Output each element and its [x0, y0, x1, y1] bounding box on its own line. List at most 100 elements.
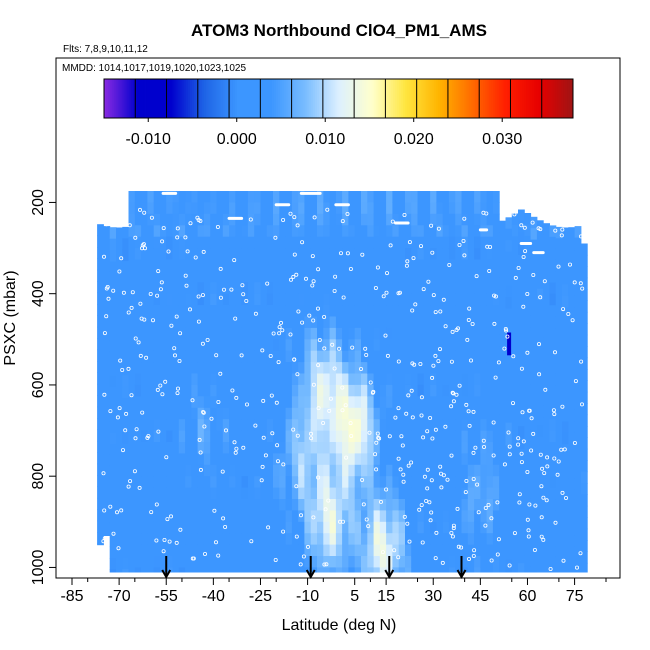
heatmap-cell: [549, 305, 557, 318]
heatmap-cell: [367, 259, 375, 272]
heatmap-cell: [455, 316, 462, 329]
heatmap-cell: [222, 225, 230, 238]
heatmap-cell: [499, 277, 506, 290]
observation-point: [340, 385, 345, 390]
heatmap-cell: [310, 191, 318, 203]
heatmap-cell: [310, 350, 318, 363]
heatmap-cell: [323, 453, 331, 466]
observation-point: [183, 273, 188, 278]
heatmap-cell: [411, 213, 418, 226]
heatmap-cell: [141, 430, 148, 443]
heatmap-cell: [285, 305, 293, 317]
heatmap-cell: [417, 259, 425, 272]
observation-point: [457, 242, 462, 247]
heatmap-cell: [392, 293, 400, 306]
heatmap-cell: [492, 510, 500, 523]
observation-point: [164, 455, 169, 460]
heatmap-cell: [423, 430, 431, 443]
heatmap-cell: [474, 327, 481, 340]
heatmap-cell: [260, 544, 268, 557]
heatmap-cell: [354, 407, 362, 420]
heatmap-cell: [222, 248, 230, 260]
heatmap-cell: [134, 327, 142, 340]
colorbar-swatch: [426, 79, 429, 118]
heatmap-cell: [430, 521, 437, 534]
heatmap-cell: [109, 512, 117, 525]
colorbar-swatch: [371, 79, 375, 118]
heatmap-cell: [304, 384, 312, 397]
heatmap-cell: [298, 191, 305, 203]
heatmap-cell: [492, 442, 500, 454]
heatmap-cell: [103, 363, 111, 375]
heatmap-cell: [511, 327, 519, 340]
heatmap-cell: [178, 373, 186, 386]
heatmap-cell: [442, 293, 450, 306]
colorbar-swatch: [547, 79, 550, 118]
heatmap-cell: [379, 350, 387, 363]
heatmap-cell: [354, 521, 362, 534]
heatmap-cell: [580, 266, 588, 279]
heatmap-cell: [279, 544, 287, 557]
heatmap-cell: [436, 191, 444, 203]
colorbar-swatch: [414, 79, 418, 118]
heatmap-cell: [153, 442, 161, 454]
heatmap-cell: [97, 235, 104, 248]
heatmap-cell: [222, 464, 230, 477]
heatmap-cell: [178, 521, 186, 534]
heatmap-cell: [524, 270, 532, 282]
heatmap-cell: [134, 567, 142, 573]
observation-point: [175, 235, 180, 240]
heatmap-cell: [430, 202, 437, 215]
heatmap-cell: [203, 248, 211, 260]
heatmap-cell: [348, 373, 356, 386]
heatmap-cell: [467, 442, 475, 454]
flights-label: Flts: 7,8,9,10,11,12: [63, 44, 148, 55]
heatmap-cell: [392, 202, 400, 215]
heatmap-cell: [555, 557, 563, 570]
heatmap-cell: [442, 464, 450, 477]
heatmap-cell: [310, 544, 318, 557]
heatmap-cell: [348, 282, 356, 295]
heatmap-cell: [279, 499, 287, 511]
x-axis-label: Latitude (deg N): [282, 617, 397, 634]
observation-point: [418, 244, 423, 249]
colorbar-swatch: [565, 79, 568, 118]
heatmap-cell: [147, 259, 155, 272]
heatmap-cell: [197, 430, 205, 443]
heatmap-cell: [203, 293, 211, 306]
observation-point: [142, 210, 147, 215]
observation-point: [155, 293, 160, 298]
heatmap-cell: [235, 499, 243, 511]
heatmap-cell: [273, 213, 280, 226]
heatmap-cell: [492, 202, 500, 215]
heatmap-cell: [298, 384, 305, 397]
colorbar-swatch: [199, 79, 203, 118]
heatmap-cell: [335, 259, 343, 272]
heatmap-cell: [172, 442, 180, 454]
observation-point: [373, 285, 378, 290]
heatmap-cell: [103, 477, 111, 489]
heatmap-cell: [467, 407, 475, 420]
heatmap-cell: [555, 398, 563, 410]
heatmap-cell: [568, 512, 576, 525]
heatmap-cell: [423, 384, 431, 397]
heatmap-cell: [549, 362, 557, 375]
heatmap-cell: [505, 456, 513, 469]
heatmap-cell: [480, 373, 488, 386]
heatmap-cell: [266, 521, 274, 534]
heatmap-cell: [555, 512, 563, 524]
heatmap-cell: [367, 248, 375, 260]
heatmap-cell: [203, 533, 211, 546]
heatmap-cell: [511, 236, 519, 249]
observation-point: [493, 375, 498, 380]
heatmap-cell: [197, 202, 205, 215]
heatmap-cell: [172, 225, 180, 238]
heatmap-cell: [574, 340, 582, 353]
heatmap-cell: [254, 396, 261, 409]
heatmap-cell: [178, 476, 186, 489]
heatmap-cell: [398, 327, 406, 340]
heatmap-cell: [109, 318, 117, 331]
heatmap-cell: [379, 419, 387, 432]
observation-point: [102, 331, 107, 336]
heatmap-cell: [285, 521, 293, 534]
